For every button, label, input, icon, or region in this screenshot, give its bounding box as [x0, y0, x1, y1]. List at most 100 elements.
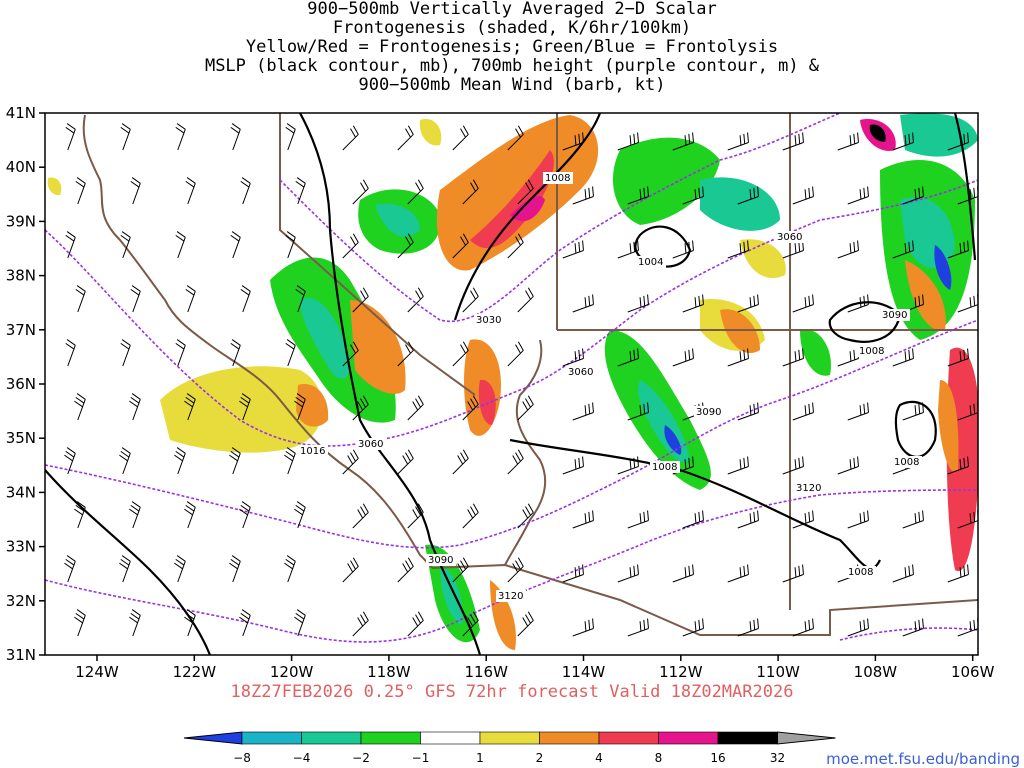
- mslp-1004: [634, 225, 692, 268]
- wind-barb: [352, 611, 369, 637]
- lat-label: 33N: [6, 538, 36, 556]
- wind-barb: [64, 447, 76, 475]
- wind-barb: [517, 179, 534, 205]
- wind-barb: [507, 125, 524, 151]
- colorbar: −8 −4 −2 −1 1 2 4 8 16 32: [183, 731, 836, 765]
- wind-barb: [352, 395, 369, 421]
- wind-barb: [517, 287, 534, 313]
- mslp-1008-co: [828, 301, 902, 343]
- wind-barb: [627, 186, 649, 205]
- colorbar-label: −1: [412, 751, 430, 765]
- wind-barb: [74, 609, 86, 637]
- colorbar-segment: [539, 731, 600, 745]
- lon-label: 124W: [75, 663, 119, 681]
- lon-label: 122W: [173, 663, 217, 681]
- frontogenesis-shading: [47, 113, 978, 650]
- wind-barb: [902, 510, 924, 529]
- teal-band-ca: [300, 298, 351, 379]
- title-line-3: Yellow/Red = Frontogenesis; Green/Blue =…: [245, 37, 779, 57]
- wind-barb: [517, 611, 534, 637]
- wind-barb: [902, 618, 924, 637]
- mslp-1008-center: [453, 113, 602, 321]
- wind-barb: [837, 240, 859, 259]
- wind-barb: [65, 123, 76, 151]
- wind-barb: [352, 179, 369, 205]
- lat-label: 32N: [6, 592, 36, 610]
- wind-barb: [847, 402, 869, 421]
- wind-barb: [74, 393, 86, 421]
- orange-east-edge: [938, 380, 959, 472]
- ca-nv-border: [279, 113, 476, 396]
- wind-barb: [562, 240, 584, 259]
- orange-area-west: [296, 384, 329, 427]
- orange-area-ca: [350, 300, 406, 394]
- longitude-axis: 124W 122W 120W 118W 116W 114W 112W 110W 108W 106W: [75, 655, 995, 681]
- wind-barb: [737, 618, 759, 637]
- wind-barb: [672, 240, 694, 259]
- wind-barb: [230, 231, 241, 259]
- wind-barb: [572, 294, 594, 313]
- wind-barb: [342, 557, 359, 583]
- wind-barb: [782, 348, 804, 367]
- wind-barb: [892, 240, 914, 259]
- wind-barb: [174, 555, 186, 583]
- wind-barb: [397, 557, 414, 583]
- colorbar-segment: [360, 731, 421, 745]
- lon-label: 108W: [854, 663, 898, 681]
- wind-barb: [672, 348, 694, 367]
- lat-label: 38N: [6, 267, 36, 285]
- wind-barb: [352, 287, 369, 313]
- wind-barb: [947, 132, 969, 151]
- wind-barb: [627, 402, 649, 421]
- wind-barb: [682, 618, 704, 637]
- wind-barb: [462, 287, 479, 313]
- lat-label: 34N: [6, 483, 36, 501]
- wind-barb: [727, 132, 749, 151]
- wind-barb: [184, 609, 196, 637]
- teal-nm-north: [700, 177, 780, 231]
- wind-barb: [572, 618, 594, 637]
- wind-barb: [682, 186, 704, 205]
- wind-barb: [294, 501, 306, 529]
- wind-barb: [672, 564, 694, 583]
- wind-barb: [230, 123, 241, 151]
- wind-barb: [120, 339, 131, 367]
- wind-barb: [397, 125, 414, 151]
- mslp-label: 1016: [300, 446, 325, 457]
- colorbar-label: −2: [352, 751, 370, 765]
- lat-label: 31N: [6, 646, 36, 664]
- wind-barb: [847, 510, 869, 529]
- height-contours: [45, 113, 978, 643]
- height-label: 3120: [796, 483, 821, 494]
- mslp-contours: [45, 113, 977, 655]
- wind-barb: [792, 510, 814, 529]
- colorbar-label: 8: [655, 751, 663, 765]
- wind-barb: [517, 503, 534, 529]
- height-label: 3090: [428, 555, 453, 566]
- wind-barb: [64, 555, 76, 583]
- mslp-label: 1008: [859, 346, 884, 357]
- lat-label: 37N: [6, 321, 36, 339]
- wind-barb: [407, 395, 424, 421]
- mslp-label: 1004: [638, 257, 663, 268]
- height-contour-3030: [279, 113, 841, 323]
- colorbar-label: 1: [476, 751, 484, 765]
- wind-barb: [407, 287, 424, 313]
- wind-barb: [792, 294, 814, 313]
- colorbar-segment: [301, 731, 362, 745]
- map-content: [45, 113, 978, 655]
- wind-barb: [947, 348, 969, 367]
- title-line-5: 900−500mb Mean Wind (barb, kt): [358, 75, 666, 95]
- colorbar-label: 16: [710, 751, 725, 765]
- wind-barb: [507, 557, 524, 583]
- wind-barb: [782, 456, 804, 475]
- wind-barb: [185, 285, 196, 313]
- colorbar-label: 32: [770, 751, 785, 765]
- wind-barb: [65, 339, 76, 367]
- wind-barb: [285, 339, 296, 367]
- wind-barb: [572, 402, 594, 421]
- wind-barb: [129, 501, 141, 529]
- wind-barb: [837, 456, 859, 475]
- wind-barb: [452, 233, 469, 259]
